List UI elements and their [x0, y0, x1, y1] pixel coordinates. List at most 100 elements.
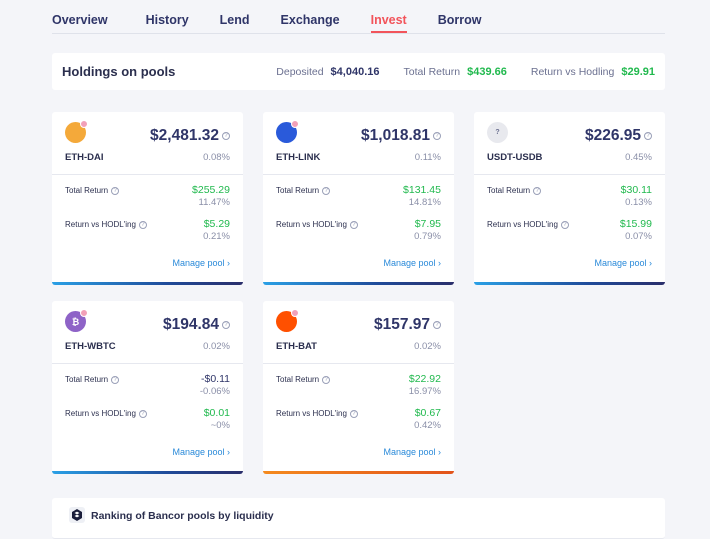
wbtc-token-icon: ₿	[65, 309, 88, 332]
tab-history[interactable]: History	[145, 13, 189, 27]
info-icon[interactable]: ?	[222, 132, 230, 140]
total-return-text: Total Return	[487, 186, 531, 195]
tab-lend[interactable]: Lend	[219, 13, 250, 27]
info-icon[interactable]: ?	[644, 132, 652, 140]
pool-amount-value: $1,018.81	[361, 127, 430, 144]
total-return-text: Total Return	[276, 375, 320, 384]
vs-hodl-text: Return vs HODL'ing	[65, 220, 136, 229]
pool-pair: ETH-WBTC	[65, 341, 116, 352]
total-return-value: $30.11	[620, 184, 652, 196]
vs-hodl-row-label: Return vs HODL'ing ?	[65, 220, 147, 229]
info-icon[interactable]: ?	[433, 132, 441, 140]
token-glyph: ₿	[71, 316, 80, 327]
total-return-value: $22.92	[408, 373, 441, 385]
pool-card: $1,018.81 ? ETH-LINK 0.11% Total Return …	[263, 112, 454, 285]
divider	[263, 174, 454, 175]
vs-hodl-text: Return vs HODL'ing	[487, 220, 558, 229]
pool-amount-value: $2,481.32	[150, 127, 219, 144]
pool-amount: $157.97 ?	[374, 316, 441, 334]
total-return-pct: -0.06%	[199, 386, 230, 397]
info-icon[interactable]: ?	[533, 186, 542, 195]
pool-amount-value: $226.95	[584, 127, 641, 144]
card-accent-bar	[474, 282, 665, 285]
manage-pool-link[interactable]: Manage pool ›	[383, 447, 441, 457]
pool-amount: $226.95 ?	[585, 127, 652, 145]
deposited-label: Deposited	[276, 65, 324, 78]
divider	[52, 174, 243, 175]
info-icon[interactable]: ?	[138, 220, 147, 229]
pool-share: 0.02%	[203, 341, 230, 352]
pool-pair: ETH-LINK	[276, 152, 321, 163]
vs-hodl-row-label: Return vs HODL'ing ?	[487, 220, 569, 229]
info-icon[interactable]: ?	[349, 409, 358, 418]
card-accent-bar	[52, 471, 243, 474]
total-return-pct: 16.97%	[408, 386, 441, 397]
tab-overview[interactable]: Overview	[52, 13, 108, 27]
vs-hodling-stat: Return vs Hodling $29.91	[531, 66, 655, 78]
total-return-row-label: Total Return ?	[65, 375, 120, 384]
pool-pair: ETH-BAT	[276, 341, 317, 352]
eth-badge-icon	[291, 120, 299, 128]
info-icon[interactable]: ?	[111, 186, 120, 195]
card-accent-bar	[263, 282, 454, 285]
info-icon[interactable]: ?	[111, 375, 120, 384]
info-icon[interactable]: ?	[222, 321, 230, 329]
divider	[263, 363, 454, 364]
info-icon[interactable]: ?	[560, 220, 569, 229]
vs-hodl-row-label: Return vs HODL'ing ?	[65, 409, 147, 418]
vs-hodl-text: Return vs HODL'ing	[276, 220, 347, 229]
tab-borrow[interactable]: Borrow	[437, 13, 482, 27]
divider	[52, 363, 243, 364]
vs-hodl-row-label: Return vs HODL'ing ?	[276, 409, 358, 418]
vs-hodl-text: Return vs HODL'ing	[276, 409, 347, 418]
pool-amount: $194.84 ?	[163, 316, 230, 334]
pool-share: 0.45%	[625, 152, 652, 163]
bat-token-icon	[276, 309, 299, 332]
total-return-value: $439.66	[467, 65, 507, 78]
total-return-text: Total Return	[65, 375, 109, 384]
holdings-summary: Holdings on pools Deposited $4,040.16 To…	[52, 53, 665, 90]
pool-amount: $2,481.32 ?	[150, 127, 230, 145]
card-accent-bar	[263, 471, 454, 474]
manage-pool-link[interactable]: Manage pool ›	[383, 258, 441, 268]
vs-hodling-value: $29.91	[621, 65, 655, 78]
info-icon[interactable]: ?	[138, 409, 147, 418]
pool-card: ? $226.95 ? USDT-USDB 0.45% Total Return…	[474, 112, 665, 285]
total-return-row-label: Total Return ?	[276, 375, 331, 384]
pool-share: 0.11%	[414, 152, 441, 163]
top-nav: Overview History Lend Exchange Invest Bo…	[52, 0, 665, 34]
vs-hodl-value: $5.29	[203, 218, 230, 230]
deposited-stat: Deposited $4,040.16	[276, 66, 379, 78]
card-accent-bar	[52, 282, 243, 285]
manage-pool-link[interactable]: Manage pool ›	[172, 258, 230, 268]
pool-share: 0.02%	[414, 341, 441, 352]
tab-invest[interactable]: Invest	[370, 0, 407, 34]
manage-pool-link[interactable]: Manage pool ›	[172, 447, 230, 457]
vs-hodl-value: $0.01	[203, 407, 230, 419]
vs-hodl-pct: 0.21%	[203, 231, 230, 242]
tab-exchange[interactable]: Exchange	[280, 13, 340, 27]
info-icon[interactable]: ?	[433, 321, 441, 329]
eth-badge-icon	[291, 309, 299, 317]
pool-pair: USDT-USDB	[487, 152, 543, 163]
pool-card: ₿ $194.84 ? ETH-WBTC 0.02% Total Return …	[52, 301, 243, 474]
total-return-pct: 14.81%	[408, 197, 441, 208]
info-icon[interactable]: ?	[349, 220, 358, 229]
pool-amount-value: $157.97	[373, 316, 430, 333]
vs-hodl-pct: 0.79%	[414, 231, 441, 242]
pool-amount: $1,018.81 ?	[361, 127, 441, 145]
total-return-row-label: Total Return ?	[276, 186, 331, 195]
manage-pool-link[interactable]: Manage pool ›	[594, 258, 652, 268]
info-icon[interactable]: ?	[322, 375, 331, 384]
pool-card: $2,481.32 ? ETH-DAI 0.08% Total Return ?…	[52, 112, 243, 285]
pool-amount-value: $194.84	[162, 316, 219, 333]
vs-hodl-pct: 0.07%	[625, 231, 652, 242]
vs-hodl-value: $0.67	[414, 407, 441, 419]
total-return-value: $255.29	[192, 184, 230, 196]
unknown-token-icon: ?	[487, 122, 508, 143]
total-return-pct: 11.47%	[198, 197, 230, 208]
info-icon[interactable]: ?	[322, 186, 331, 195]
total-return-value: -$0.11	[201, 373, 230, 385]
eth-badge-icon	[80, 120, 88, 128]
total-return-value: $131.45	[403, 184, 441, 196]
